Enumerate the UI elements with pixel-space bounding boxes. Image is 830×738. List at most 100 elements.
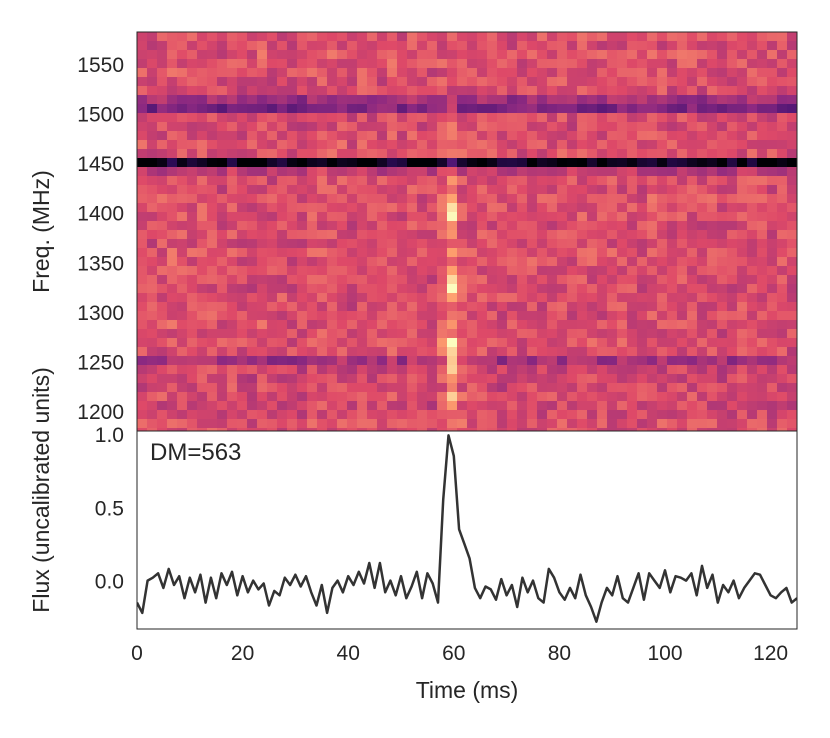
heatmap-cell [667,113,678,123]
heatmap-cell [557,410,568,420]
heatmap-cell [357,59,368,69]
heatmap-cell [767,104,778,114]
heatmap-cell [227,410,238,420]
heatmap-cell [297,401,308,411]
heatmap-cell [407,32,418,42]
heatmap-cell [147,50,158,60]
heatmap-cell [177,32,188,42]
heatmap-cell [437,41,448,51]
heatmap-cell [667,176,678,186]
heatmap-cell [237,320,248,330]
heatmap-cell [427,149,438,159]
heatmap-cell [447,392,458,402]
heatmap-cell [567,131,578,141]
heatmap-cell [687,392,698,402]
heatmap-cell [487,419,498,429]
heatmap-cell [167,329,178,339]
heatmap-cell [257,86,268,96]
heatmap-cell [707,365,718,375]
heatmap-cell [397,257,408,267]
heatmap-cell [697,284,708,294]
heatmap-cell [207,410,218,420]
heatmap-cell [397,356,408,366]
heatmap-cell [217,419,228,429]
heatmap-cell [367,212,378,222]
heatmap-cell [267,392,278,402]
heatmap-cell [467,302,478,312]
heatmap-cell [587,68,598,78]
heatmap-cell [147,338,158,348]
heatmap-cell [517,140,528,150]
heatmap-cell [747,140,758,150]
heatmap-cell [427,374,438,384]
heatmap-cell [267,131,278,141]
heatmap-cell [247,347,258,357]
heatmap-cell [577,149,588,159]
heatmap-cell [437,77,448,87]
heatmap-cell [787,176,797,186]
heatmap-cell [187,293,198,303]
heatmap-cell [787,122,797,132]
heatmap-cell [647,374,658,384]
heatmap-cell [457,338,468,348]
heatmap-cell [687,113,698,123]
heatmap-cell [597,41,608,51]
heatmap-cell [617,140,628,150]
heatmap-cell [547,383,558,393]
heatmap-cell [287,167,298,177]
heatmap-cell [527,329,538,339]
heatmap-cell [487,194,498,204]
heatmap-cell [457,104,468,114]
heatmap-cell [717,113,728,123]
heatmap-cell [447,311,458,321]
heatmap-cell [157,383,168,393]
heatmap-cell [507,347,518,357]
heatmap-cell [247,338,258,348]
heatmap-cell [237,41,248,51]
heatmap-cell [637,77,648,87]
heatmap-cell [757,302,768,312]
heatmap-cell [197,203,208,213]
heatmap-cell [257,239,268,249]
heatmap-cell [487,428,498,431]
heatmap-cell [787,239,797,249]
heatmap-cell [237,239,248,249]
heatmap-cell [537,284,548,294]
heatmap-cell [457,428,468,431]
heatmap-cell [227,95,238,105]
heatmap-cell [577,176,588,186]
heatmap-cell [587,428,598,431]
heatmap-cell [357,311,368,321]
heatmap-cell [497,419,508,429]
heatmap-cell [457,329,468,339]
heatmap-cell [557,158,568,168]
heatmap-cell [647,329,658,339]
heatmap-cell [727,158,738,168]
heatmap-cell [247,320,258,330]
heatmap-cell [147,113,158,123]
heatmap-cell [627,284,638,294]
heatmap-cell [717,185,728,195]
heatmap-cell [667,104,678,114]
heatmap-cell [447,59,458,69]
heatmap-cell [297,365,308,375]
heatmap-cell [137,230,148,240]
heatmap-cell [587,392,598,402]
heatmap-cell [157,293,168,303]
heatmap-cell [677,203,688,213]
heatmap-cell [187,401,198,411]
heatmap-cell [507,284,518,294]
heatmap-cell [757,95,768,105]
heatmap-cell [507,176,518,186]
heatmap-cell [177,41,188,51]
heatmap-cell [547,293,558,303]
heatmap-cell [617,41,628,51]
heatmap-cell [227,284,238,294]
heatmap-cell [527,41,538,51]
heatmap-cell [167,239,178,249]
heatmap-cell [197,131,208,141]
heatmap-cell [297,320,308,330]
heatmap-cell [507,41,518,51]
heatmap-cell [337,167,348,177]
heatmap-cell [517,185,528,195]
